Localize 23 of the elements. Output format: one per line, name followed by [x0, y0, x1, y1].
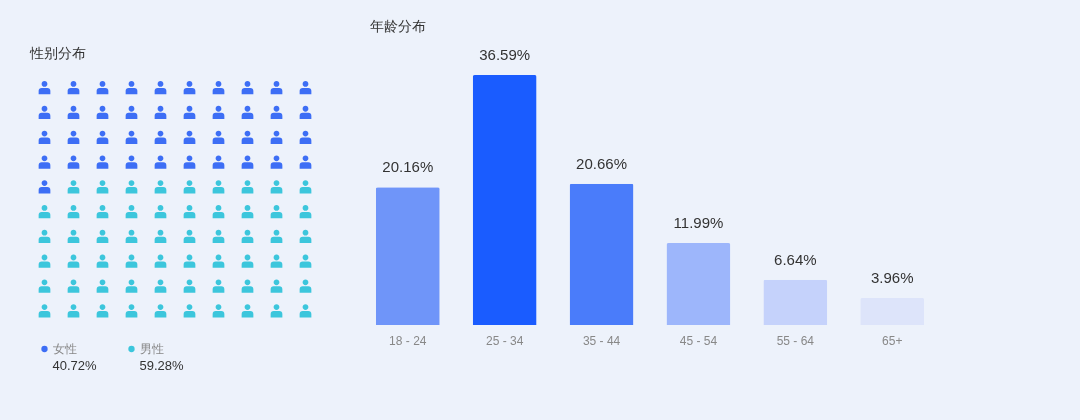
bar — [569, 183, 634, 325]
data-label: 36.59% — [479, 46, 531, 63]
text: 性别分布 — [29, 45, 86, 61]
bar — [472, 75, 537, 325]
bar — [666, 243, 731, 325]
data-label: 6.64% — [774, 250, 817, 268]
category-label: 女性 — [52, 341, 77, 356]
x-tick-label: 18 - 24 — [389, 333, 427, 348]
x-tick-label: 45 - 54 — [679, 333, 718, 348]
bar — [763, 279, 828, 325]
x-tick-label: 25 - 34 — [485, 333, 524, 348]
data-label: 20.16% — [382, 158, 434, 176]
data-label: 11.99% — [673, 214, 724, 232]
x-tick-label: 55 - 64 — [776, 333, 815, 348]
data-label: 20.66% — [576, 154, 627, 172]
bar — [375, 187, 440, 325]
x-tick-label: 35 - 44 — [582, 333, 621, 348]
data-label: 3.96% — [870, 268, 914, 286]
chart-title: 年龄分布 — [370, 18, 426, 34]
data-label: 40.72% — [52, 357, 98, 373]
x-tick-label: 65+ — [882, 333, 903, 348]
data-label: 59.28% — [139, 357, 185, 373]
category-label: 男性 — [139, 341, 164, 356]
